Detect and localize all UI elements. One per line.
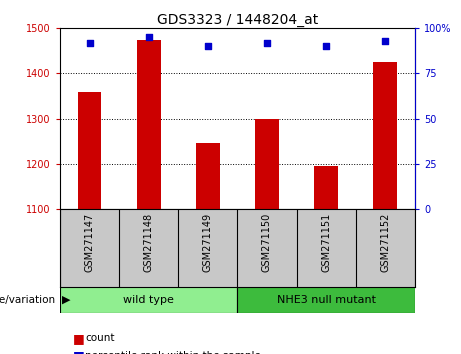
Bar — [77, 92, 101, 209]
Point — [382, 38, 389, 44]
Text: ■: ■ — [72, 349, 84, 354]
Text: GSM271150: GSM271150 — [262, 213, 272, 272]
Point — [145, 34, 152, 40]
Title: GDS3323 / 1448204_at: GDS3323 / 1448204_at — [157, 13, 318, 27]
Text: wild type: wild type — [123, 295, 174, 305]
Point — [86, 40, 93, 46]
Bar — [196, 143, 219, 209]
Text: genotype/variation: genotype/variation — [0, 295, 55, 305]
Text: GSM271151: GSM271151 — [321, 213, 331, 272]
Point — [263, 40, 271, 46]
Bar — [60, 287, 237, 313]
Text: GSM271147: GSM271147 — [84, 213, 95, 272]
Bar — [137, 40, 160, 209]
Text: GSM271149: GSM271149 — [203, 213, 213, 272]
Bar — [373, 62, 397, 209]
Bar — [255, 119, 279, 209]
Text: NHE3 null mutant: NHE3 null mutant — [277, 295, 376, 305]
Bar — [314, 166, 338, 209]
Text: GSM271152: GSM271152 — [380, 213, 390, 272]
Text: ■: ■ — [72, 332, 84, 344]
Text: GSM271148: GSM271148 — [144, 213, 154, 272]
Text: count: count — [85, 333, 115, 343]
Text: ▶: ▶ — [62, 295, 71, 305]
Point — [204, 44, 212, 49]
Text: percentile rank within the sample: percentile rank within the sample — [85, 351, 261, 354]
Bar — [237, 287, 415, 313]
Point — [322, 44, 330, 49]
